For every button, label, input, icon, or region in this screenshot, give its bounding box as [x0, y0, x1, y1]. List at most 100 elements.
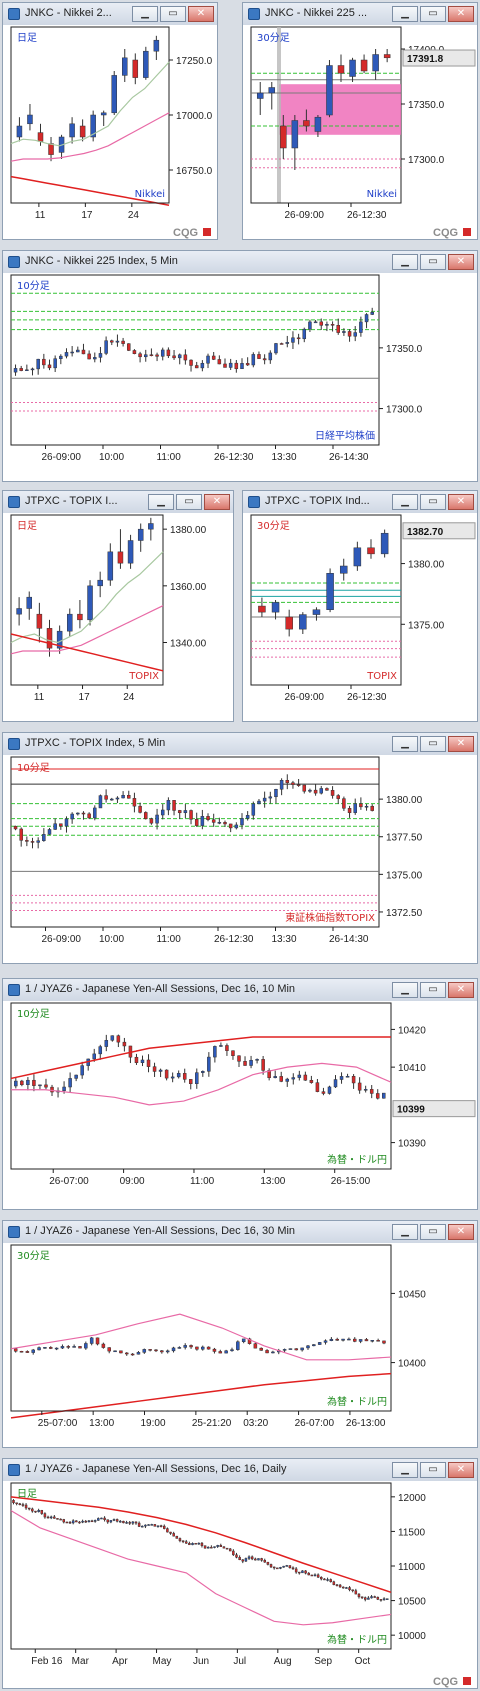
maximize-button[interactable]: ▭ [420, 1224, 446, 1240]
period-label: 日足 [17, 32, 37, 44]
candle-body [357, 1082, 362, 1091]
candlestick-chart[interactable]: 17400.017350.017300.017391.826-09:0026-1… [243, 25, 477, 239]
minimize-button[interactable]: ▁ [132, 6, 158, 22]
close-button[interactable]: ✕ [448, 736, 474, 752]
close-button[interactable]: ✕ [448, 982, 474, 998]
window-titlebar[interactable]: JTPXC - TOPIX Ind... ▁ ▭ ✕ [243, 491, 477, 514]
candle-body [142, 1349, 147, 1353]
candle-body [354, 1590, 358, 1595]
close-button[interactable]: ✕ [448, 1224, 474, 1240]
maximize-icon: ▭ [428, 8, 438, 19]
minimize-button[interactable]: ▁ [392, 6, 418, 22]
maximize-button[interactable]: ▭ [420, 6, 446, 22]
candle-body [158, 1069, 163, 1072]
moving-average-line [10, 633, 164, 672]
candle-body [268, 796, 273, 799]
window-titlebar[interactable]: JNKC - Nikkei 225 ... ▁ ▭ ✕ [243, 3, 477, 26]
nikkei-30min-window[interactable]: JNKC - Nikkei 225 ... ▁ ▭ ✕ 17400.017350… [242, 2, 478, 240]
candlestick-chart[interactable]: 1380.00 1375.00 1382.70 26-09:00 26-12:30 30分… [243, 513, 477, 721]
window-title: JTPXC - TOPIX Index, 5 Min [25, 737, 166, 749]
candle-body [225, 1547, 229, 1550]
maximize-icon: ▭ [428, 1464, 438, 1475]
period-label: 10分足 [17, 1008, 50, 1020]
candlestick-chart[interactable]: 1380.00 1360.00 1340.00 11 17 24 日足 TOPIX [3, 513, 233, 721]
close-button[interactable]: ✕ [204, 494, 230, 510]
close-button[interactable]: ✕ [448, 254, 474, 270]
candle-body [228, 1548, 232, 1552]
window-titlebar[interactable]: JTPXC - TOPIX Index, 5 Min ▁ ▭ ✕ [3, 733, 477, 756]
minimize-button[interactable]: ▁ [392, 254, 418, 270]
topix-30min-window[interactable]: JTPXC - TOPIX Ind... ▁ ▭ ✕ 1380.00 1375.0… [242, 490, 478, 722]
candle-body [235, 1554, 238, 1558]
window-title: JTPXC - TOPIX Ind... [265, 495, 370, 507]
candle-body [19, 828, 23, 841]
close-icon: ✕ [196, 8, 206, 19]
minimize-button[interactable]: ▁ [392, 1462, 418, 1478]
candle-body [138, 805, 142, 813]
maximize-button[interactable]: ▭ [420, 494, 446, 510]
candle-body [376, 1340, 380, 1342]
window-titlebar[interactable]: JNKC - Nikkei 2... ▁ ▭ ✕ [3, 3, 217, 26]
x-tick-label: Apr [112, 1656, 128, 1667]
candle-body [165, 1350, 170, 1353]
window-titlebar[interactable]: 1 / JYAZ6 - Japanese Yen-All Sessions, D… [3, 1221, 477, 1244]
y-tick-label: 17300.0 [408, 155, 445, 166]
candlestick-chart[interactable]: 17350.0 17300.0 26-09:00 10:00 11:00 26-12:30… [3, 273, 477, 481]
yen-daily-window[interactable]: 1 / JYAZ6 - Japanese Yen-All Sessions, D… [2, 1458, 478, 1689]
y-tick-label: 17350.0 [386, 344, 423, 355]
candle-body [87, 353, 91, 360]
minimize-button[interactable]: ▁ [148, 494, 174, 510]
candle-body [147, 1524, 150, 1526]
candle-body [77, 613, 83, 621]
candle-body [49, 1516, 53, 1519]
y-tick-label: 17350.0 [408, 100, 445, 111]
candle-body [262, 358, 267, 361]
candle-body [81, 349, 86, 355]
maximize-button[interactable]: ▭ [420, 254, 446, 270]
candlestick-chart[interactable]: 1380.00 1377.50 1375.00 1372.50 26-09:00 10:0… [3, 755, 477, 963]
close-button[interactable]: ✕ [448, 6, 474, 22]
candle-body [93, 807, 97, 819]
candle-body [200, 816, 205, 826]
candle-body [115, 1519, 119, 1522]
maximize-button[interactable]: ▭ [420, 982, 446, 998]
candlestick-chart[interactable]: 10420 10410 10390 10399 26-07:00 09:00 11:00 13… [3, 1001, 477, 1209]
candle-body [326, 573, 334, 610]
maximize-button[interactable]: ▭ [160, 6, 186, 22]
topix-daily-window[interactable]: JTPXC - TOPIX I... ▁ ▭ ✕ 1380.00 1360.00 1… [2, 490, 234, 722]
period-label: 30分足 [257, 520, 290, 532]
maximize-button[interactable]: ▭ [420, 1462, 446, 1478]
candle-body [347, 808, 352, 813]
topix-5min-window[interactable]: JTPXC - TOPIX Index, 5 Min ▁ ▭ ✕ 1380.00… [2, 732, 478, 964]
candle-body [224, 1350, 228, 1354]
maximize-icon: ▭ [168, 8, 178, 19]
minimize-button[interactable]: ▁ [392, 736, 418, 752]
candle-body [171, 1347, 176, 1352]
nikkei-daily-window[interactable]: JNKC - Nikkei 2... ▁ ▭ ✕ 17250.0 17000.0 1… [2, 2, 218, 240]
close-button[interactable]: ✕ [448, 494, 474, 510]
yen-10min-window[interactable]: 1 / JYAZ6 - Japanese Yen-All Sessions, D… [2, 978, 478, 1210]
candle-body [219, 1045, 223, 1047]
candle-body [143, 50, 149, 78]
candle-body [360, 59, 368, 72]
maximize-button[interactable]: ▭ [420, 736, 446, 752]
window-titlebar[interactable]: JNKC - Nikkei 225 Index, 5 Min ▁ ▭ ✕ [3, 251, 477, 274]
window-titlebar[interactable]: 1 / JYAZ6 - Japanese Yen-All Sessions, D… [3, 1459, 477, 1482]
window-titlebar[interactable]: JTPXC - TOPIX I... ▁ ▭ ✕ [3, 491, 233, 514]
minimize-button[interactable]: ▁ [392, 1224, 418, 1240]
candlestick-chart[interactable]: 17250.0 17000.0 16750.0 11 17 24 日足 Nikkei CQG [3, 25, 217, 239]
chart-legend: 日経平均株価 [315, 429, 375, 442]
minimize-button[interactable]: ▁ [392, 982, 418, 998]
candlestick-chart[interactable]: 12000 11500 11000 10500 10000 Feb 16 Mar Apr May… [3, 1481, 477, 1688]
window-titlebar[interactable]: 1 / JYAZ6 - Japanese Yen-All Sessions, D… [3, 979, 477, 1002]
candle-body [345, 1076, 350, 1078]
nikkei-5min-window[interactable]: JNKC - Nikkei 225 Index, 5 Min ▁ ▭ ✕ 173… [2, 250, 478, 482]
candlestick-chart[interactable]: 10450 10400 25-07:00 13:00 19:00 25-21:20 03:2… [3, 1243, 477, 1447]
minimize-button[interactable]: ▁ [392, 494, 418, 510]
close-button[interactable]: ✕ [188, 6, 214, 22]
close-button[interactable]: ✕ [448, 1462, 474, 1478]
app-icon [8, 738, 20, 750]
yen-30min-window[interactable]: 1 / JYAZ6 - Japanese Yen-All Sessions, D… [2, 1220, 478, 1448]
candle-body [194, 819, 199, 826]
maximize-button[interactable]: ▭ [176, 494, 202, 510]
